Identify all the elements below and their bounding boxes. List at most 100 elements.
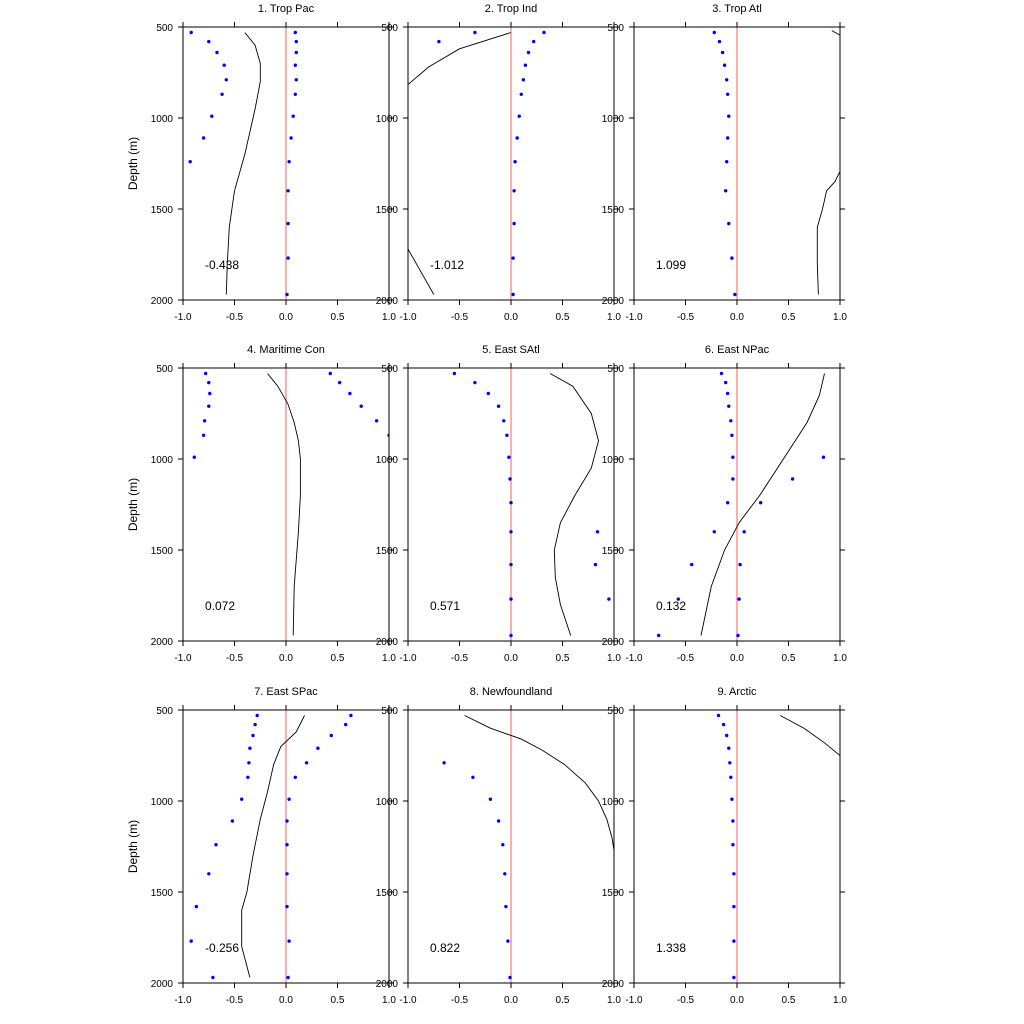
- profile-line: [408, 32, 512, 86]
- x-tick-label: -0.5: [677, 653, 695, 664]
- y-tick-label: 1500: [376, 205, 399, 216]
- y-tick-label: 2000: [151, 637, 174, 648]
- data-point: [729, 419, 733, 423]
- x-tick-label: -0.5: [226, 995, 244, 1006]
- data-point: [207, 39, 211, 44]
- value-annotation: 1.099: [656, 258, 686, 272]
- x-tick-label: -1.0: [399, 312, 417, 323]
- y-tick-label: 1500: [151, 888, 174, 899]
- data-point: [207, 404, 211, 408]
- data-point: [727, 221, 731, 226]
- panel-title: 6. East NPac: [705, 344, 770, 356]
- data-point: [285, 843, 289, 847]
- profile-line: [831, 30, 840, 36]
- x-tick-label: -1.0: [399, 653, 417, 664]
- data-point: [731, 477, 735, 481]
- x-tick-label: 1.0: [833, 312, 847, 323]
- data-point: [509, 633, 513, 638]
- data-point: [293, 92, 297, 97]
- data-point: [712, 530, 716, 534]
- data-point: [731, 843, 735, 847]
- data-point: [712, 30, 716, 35]
- data-point: [526, 50, 531, 55]
- panel-7: 7. East SPac -1.0 -0.5 0.0 0.5 1.0 500 1000 1500…: [126, 686, 396, 1006]
- panel-1: 1. Trop Pac -1.0 -0.5 0.0 0.5 1.0 500 1000 1500 2…: [126, 3, 396, 323]
- y-tick-label: 1000: [376, 455, 399, 466]
- y-tick-label: 2000: [376, 637, 399, 648]
- data-point: [726, 92, 730, 97]
- data-point: [509, 562, 513, 567]
- y-tick-label: 2000: [376, 979, 399, 990]
- data-point: [593, 562, 598, 567]
- data-point: [725, 733, 729, 738]
- data-point: [287, 939, 291, 943]
- data-point: [821, 455, 826, 459]
- y-tick-label: 500: [607, 23, 624, 34]
- x-tick-label: 0.0: [730, 653, 744, 664]
- x-tick-label: -1.0: [625, 312, 643, 323]
- data-point: [503, 872, 507, 876]
- x-tick-label: -0.5: [677, 995, 695, 1006]
- data-point: [486, 391, 490, 396]
- value-annotation: 0.072: [205, 599, 235, 613]
- x-tick-label: 0.0: [504, 653, 518, 664]
- y-tick-label: 2000: [151, 296, 174, 307]
- data-point: [502, 419, 506, 423]
- x-tick-label: -1.0: [399, 995, 417, 1006]
- data-point: [285, 292, 289, 297]
- data-point: [293, 775, 297, 779]
- x-tick-label: 1.0: [833, 653, 847, 664]
- panel-title: 2. Trop Ind: [485, 3, 538, 15]
- data-point: [293, 63, 297, 67]
- y-tick-label: 500: [607, 364, 624, 375]
- x-tick-label: 0.0: [730, 995, 744, 1006]
- data-point: [730, 256, 734, 260]
- data-point: [294, 78, 298, 82]
- data-point: [286, 189, 290, 193]
- data-point: [253, 722, 257, 727]
- data-point: [496, 404, 501, 408]
- data-point: [202, 419, 207, 423]
- data-point: [532, 39, 536, 44]
- data-point: [504, 904, 508, 909]
- data-point: [512, 221, 516, 226]
- x-tick-label: -0.5: [677, 312, 695, 323]
- data-point: [337, 380, 342, 385]
- profile-line: [780, 715, 840, 757]
- y-tick-label: 1500: [151, 205, 174, 216]
- value-annotation: 0.571: [430, 599, 460, 613]
- data-point: [607, 597, 611, 601]
- profile-line: [267, 373, 301, 636]
- panel-title: 5. East SAtl: [482, 344, 539, 356]
- value-annotation: 1.338: [656, 941, 686, 955]
- data-point: [511, 256, 515, 260]
- data-point: [247, 761, 251, 765]
- data-point: [726, 391, 730, 396]
- panel-title: 7. East SPac: [254, 686, 318, 698]
- data-point: [730, 433, 734, 437]
- data-point: [731, 455, 735, 459]
- data-point: [790, 477, 795, 481]
- data-point: [179, 189, 182, 192]
- data-point: [726, 501, 730, 505]
- data-point: [542, 30, 546, 35]
- data-point: [289, 136, 293, 140]
- panel-2: 2. Trop Ind -1.0 -0.5 0.0 0.5 1.0 500 1000 1500 2…: [376, 3, 622, 323]
- data-point: [512, 189, 516, 193]
- data-point: [505, 433, 509, 437]
- data-point: [285, 819, 289, 823]
- x-tick-label: -1.0: [625, 995, 643, 1006]
- x-tick-label: 0.0: [730, 312, 744, 323]
- x-tick-label: -0.5: [226, 653, 244, 664]
- profile-line: [241, 715, 305, 978]
- data-point: [719, 371, 724, 376]
- y-tick-label: 1000: [602, 455, 625, 466]
- x-tick-label: 0.5: [782, 312, 796, 323]
- data-point: [286, 221, 290, 226]
- data-point: [511, 292, 515, 297]
- data-point: [294, 50, 298, 55]
- y-tick-label: 1500: [602, 205, 625, 216]
- data-point: [729, 775, 733, 779]
- x-tick-label: 1.0: [382, 312, 396, 323]
